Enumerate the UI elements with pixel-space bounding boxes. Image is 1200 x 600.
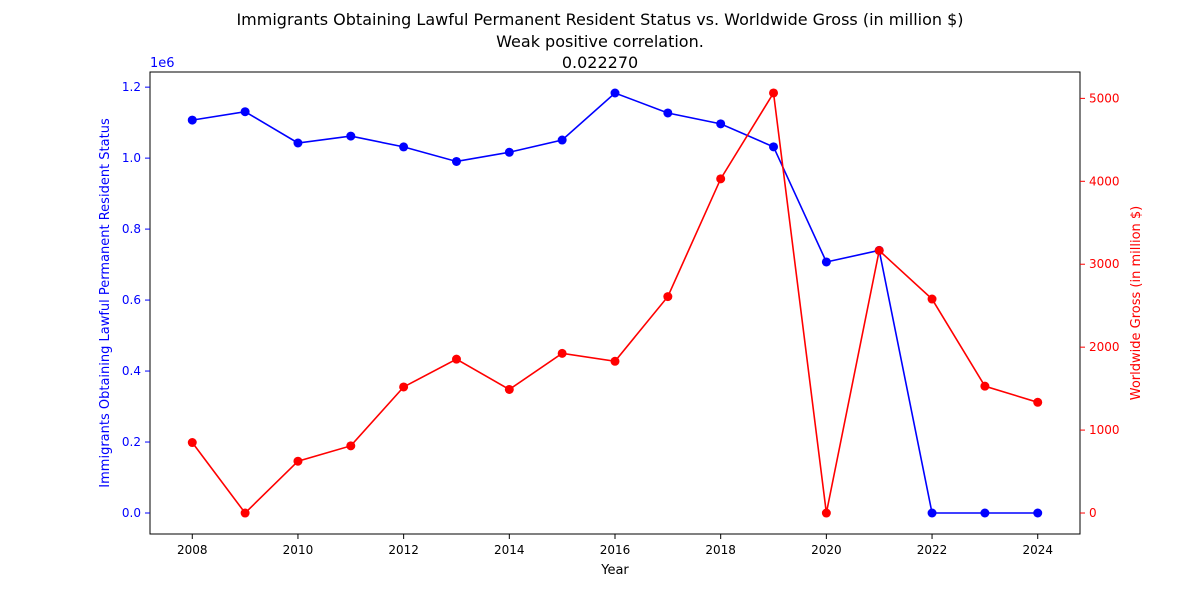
left-y-tick-label: 0.0 [122, 506, 141, 520]
right-y-axis-label: Worldwide Gross (in million $) [1129, 206, 1144, 400]
plot-border [149, 71, 1081, 535]
data-point-immigrants [927, 508, 937, 518]
right-y-tick-label: 3000 [1089, 257, 1120, 271]
right-y-tick-label: 2000 [1089, 340, 1120, 354]
series-line-immigrants [192, 92, 1038, 514]
correlation-value: 0.022270 [561, 53, 639, 72]
data-point-immigrants [821, 257, 831, 267]
data-point-immigrants [451, 156, 461, 166]
x-tick-label: 2018 [705, 543, 736, 557]
left-y-tick-label: 1.2 [122, 80, 141, 94]
left-y-tick-label: 1.0 [122, 151, 141, 165]
data-point-immigrants [187, 115, 197, 125]
x-tick-label: 2008 [177, 543, 208, 557]
data-point-immigrants [663, 108, 673, 118]
data-point-worldwide-gross [451, 354, 461, 364]
data-point-immigrants [769, 142, 779, 152]
x-tick-label: 2022 [917, 543, 948, 557]
data-point-immigrants [980, 508, 990, 518]
left-y-tick-label: 0.4 [122, 364, 141, 378]
x-tick-label: 2016 [600, 543, 631, 557]
data-point-immigrants [293, 138, 303, 148]
data-point-immigrants [399, 142, 409, 152]
right-y-tick-label: 4000 [1089, 174, 1120, 188]
series-layer [187, 88, 1043, 518]
right-y-tick-label: 1000 [1089, 423, 1120, 437]
x-axis: 2008 2010 2012 2014 2016 2018 2020 2022 2024 [177, 534, 1053, 557]
right-y-tick-label: 5000 [1089, 91, 1120, 105]
data-point-worldwide-gross [927, 294, 937, 304]
data-point-worldwide-gross [1033, 397, 1043, 407]
data-point-worldwide-gross [240, 508, 250, 518]
data-point-immigrants [346, 131, 356, 141]
data-point-immigrants [1033, 508, 1043, 518]
plot-frame [149, 71, 1081, 535]
left-axis-offset-text: 1e6 [150, 56, 175, 71]
data-point-worldwide-gross [769, 88, 779, 98]
left-y-tick-label: 0.8 [122, 222, 141, 236]
x-axis-label: Year [600, 563, 629, 578]
left-y-tick-label: 0.2 [122, 435, 141, 449]
data-point-worldwide-gross [504, 384, 514, 394]
data-point-immigrants [240, 107, 250, 117]
right-y-axis: 0 1000 2000 3000 4000 5000 [1080, 91, 1120, 520]
data-point-worldwide-gross [557, 348, 567, 358]
chart-title: Immigrants Obtaining Lawful Permanent Re… [236, 10, 964, 29]
data-point-immigrants [610, 88, 620, 98]
data-point-worldwide-gross [663, 292, 673, 302]
data-point-worldwide-gross [187, 438, 197, 448]
data-point-worldwide-gross [346, 441, 356, 451]
x-tick-label: 2012 [388, 543, 419, 557]
right-y-tick-label: 0 [1089, 506, 1097, 520]
x-tick-label: 2010 [283, 543, 314, 557]
data-point-worldwide-gross [399, 382, 409, 392]
x-tick-label: 2014 [494, 543, 525, 557]
series-line-worldwide-gross [191, 90, 1038, 515]
data-point-worldwide-gross [821, 508, 831, 518]
chart-subtitle: Weak positive correlation. [496, 32, 704, 51]
data-point-immigrants [557, 135, 567, 145]
data-point-immigrants [504, 147, 514, 157]
x-tick-label: 2024 [1022, 543, 1053, 557]
data-point-worldwide-gross [716, 174, 726, 184]
data-point-immigrants [716, 119, 726, 129]
data-point-worldwide-gross [293, 456, 303, 466]
data-point-worldwide-gross [874, 246, 884, 256]
left-y-tick-label: 0.6 [122, 293, 141, 307]
data-point-worldwide-gross [610, 356, 620, 366]
left-y-axis-label: Immigrants Obtaining Lawful Permanent Re… [98, 118, 113, 488]
x-tick-label: 2020 [811, 543, 842, 557]
data-point-worldwide-gross [980, 381, 990, 391]
left-y-axis: 0.0 0.2 0.4 0.6 0.8 1.0 1.2 [122, 80, 150, 520]
